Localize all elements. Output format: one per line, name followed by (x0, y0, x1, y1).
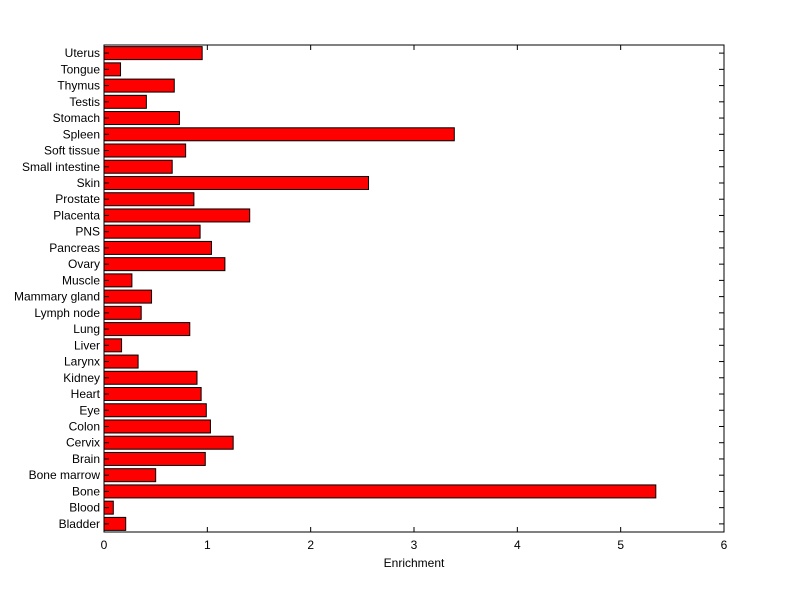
y-tick-label: Placenta (53, 208, 100, 222)
y-tick-label: Bladder (59, 517, 100, 531)
y-tick-label: Brain (72, 452, 100, 466)
bar-larynx (103, 354, 139, 369)
x-tick-label: 3 (411, 538, 418, 552)
x-tick-label: 2 (307, 538, 314, 552)
x-tick-label: 1 (204, 538, 211, 552)
x-tick-label: 6 (721, 538, 728, 552)
y-tick-label: Kidney (63, 371, 100, 385)
y-tick-label: Stomach (53, 111, 100, 125)
y-tick-label: Blood (69, 501, 100, 515)
labels-layer: Bladder Blood Bone Bone marrow Brain Cervix Co… (14, 46, 728, 552)
bar-prostate (103, 192, 195, 207)
plot-frame (103, 44, 725, 533)
y-tick-label: Bone (72, 484, 100, 498)
bar-placenta (103, 208, 251, 223)
bar-cervix (103, 435, 234, 450)
y-tick-label: PNS (75, 225, 100, 239)
x-tick-label: 0 (101, 538, 108, 552)
y-tick-label: Lung (73, 322, 100, 336)
y-tick-label: Cervix (66, 436, 100, 450)
y-tick-label: Muscle (62, 273, 100, 287)
y-tick-label: Skin (77, 176, 100, 190)
bar-stomach (103, 111, 180, 126)
bar-kidney (103, 370, 198, 385)
bar-heart (103, 387, 202, 402)
y-tick-label: Bone marrow (29, 468, 101, 482)
y-tick-label: Soft tissue (44, 144, 100, 158)
bar-pancreas (103, 240, 212, 255)
bar-soft-tissue (103, 143, 187, 158)
bar-lymph-node (103, 305, 142, 320)
y-tick-label: Spleen (63, 127, 100, 141)
y-tick-label: Heart (71, 387, 101, 401)
y-tick-label: Colon (69, 419, 100, 433)
y-tick-label: Liver (74, 338, 100, 352)
bar-brain (103, 451, 206, 466)
y-tick-label: Pancreas (49, 241, 100, 255)
bar-small-intestine (103, 159, 173, 174)
y-tick-label: Ovary (68, 257, 100, 271)
y-tick-label: Lymph node (34, 306, 100, 320)
bar-bone (103, 484, 657, 499)
bar-testis (103, 94, 147, 109)
y-tick-label: Eye (79, 403, 100, 417)
y-tick-label: Testis (69, 95, 100, 109)
x-tick-label: 5 (617, 538, 624, 552)
bar-spleen (103, 127, 455, 142)
bar-eye (103, 403, 207, 418)
y-tick-label: Larynx (64, 355, 100, 369)
x-axis-label: Enrichment (384, 556, 445, 570)
bar-pns (103, 224, 201, 239)
x-tick-label: 4 (514, 538, 521, 552)
bar-thymus (103, 78, 175, 93)
y-tick-label: Mammary gland (14, 290, 100, 304)
bars-layer (103, 46, 657, 531)
bar-mammary-gland (103, 289, 153, 304)
y-tick-label: Thymus (57, 79, 100, 93)
y-tick-label: Tongue (61, 62, 101, 76)
bar-uterus (103, 46, 203, 61)
bar-skin (103, 175, 370, 190)
bar-colon (103, 419, 211, 434)
bar-lung (103, 322, 191, 337)
bar-ovary (103, 257, 226, 272)
bar-bone-marrow (103, 468, 157, 483)
y-tick-label: Uterus (65, 46, 100, 60)
y-tick-label: Prostate (55, 192, 100, 206)
y-tick-label: Small intestine (22, 160, 100, 174)
